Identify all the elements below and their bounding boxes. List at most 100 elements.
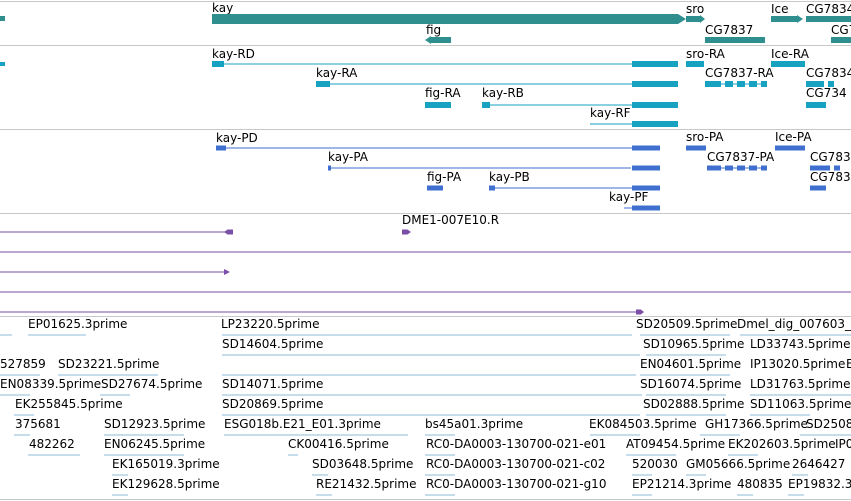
protein-ice-pa[interactable]: [775, 144, 805, 152]
transcript-cg7834-a[interactable]: [806, 80, 851, 88]
transcript-kay-rb[interactable]: [482, 101, 678, 109]
gene-label: sro: [686, 2, 705, 16]
clone-label: DME1-007E10.R: [402, 213, 500, 227]
protein-kay-pf[interactable]: [624, 204, 660, 212]
est-row-3-line[interactable]: [0, 372, 851, 378]
gene-arrow: [700, 15, 705, 23]
transcript-cg7837-ra[interactable]: [705, 80, 767, 88]
track-divider: [0, 1, 851, 2]
est-label: EK255845.5prime: [15, 397, 123, 411]
transcript-label: kay-RD: [212, 47, 255, 61]
track-divider: [0, 129, 851, 130]
clone-row-3[interactable]: [0, 248, 851, 256]
gene-arrow: [678, 14, 686, 24]
protein-fig-pa[interactable]: [427, 184, 443, 192]
est-label: SD14604.5prime: [222, 337, 324, 351]
est-label: CK00416.5prime: [288, 437, 389, 451]
est-label: RE21432.5prime: [316, 477, 417, 491]
transcript-label: fig-RA: [425, 86, 461, 100]
transcript-label: sro-RA: [686, 47, 725, 61]
est-label: SD11063.5prime: [750, 397, 851, 411]
est-label: Dmel_dig_007603_: [737, 318, 851, 331]
est-label: EK165019.3prime: [112, 457, 220, 471]
est-label: SD12923.5prime: [104, 417, 206, 431]
transcript-cg7834-b[interactable]: [806, 101, 851, 109]
est-row-8-line[interactable]: [0, 472, 851, 478]
protein-sro-pa[interactable]: [686, 144, 706, 152]
est-row-4-line[interactable]: [0, 392, 851, 398]
est-row-6-line[interactable]: [0, 432, 851, 438]
track-divider: [0, 316, 851, 317]
gene-label: CG7834: [806, 3, 851, 16]
protein-cg783-a[interactable]: [810, 164, 851, 172]
est-label: SD02888.5prime: [643, 397, 745, 411]
gene-kay-bar[interactable]: [212, 14, 678, 24]
est-label: 520030: [632, 457, 678, 471]
transcript-label: kay-RF: [590, 106, 631, 120]
est-label: 480835: [737, 477, 783, 491]
est-row-1-line[interactable]: [0, 332, 851, 338]
est-label: EN06245.5prime: [104, 437, 206, 451]
clone-row-6[interactable]: [0, 308, 644, 316]
transcript-ice-ra[interactable]: [771, 60, 805, 68]
gene-ice-bar[interactable]: [771, 16, 797, 22]
transcript-kay-rf[interactable]: [590, 120, 678, 128]
gene-cg7834-bar[interactable]: [806, 16, 851, 22]
est-label: EK129628.5prime: [112, 477, 220, 491]
transcript-kay-ra[interactable]: [316, 80, 678, 88]
est-label: SD03648.5prime: [312, 457, 414, 471]
est-label: IP13020.5prime: [750, 357, 846, 371]
protein-cg7837-pa[interactable]: [707, 164, 767, 172]
est-label: SD20869.5prime: [222, 397, 324, 411]
protein-label: kay-PB: [489, 170, 530, 184]
clone-row-4[interactable]: [0, 268, 230, 276]
protein-cg783-b[interactable]: [810, 184, 851, 192]
est-label: RC0-DA0003-130700-021-c02: [426, 457, 606, 471]
est-label: ESG018b.E21_E01.3prime: [224, 417, 381, 431]
protein-kay-pb[interactable]: [489, 184, 660, 192]
est-label: 527859: [0, 357, 46, 371]
protein-label: kay-PF: [609, 190, 649, 204]
track-divider: [0, 499, 851, 500]
est-row-5-line[interactable]: [0, 412, 851, 418]
est-label: EK202603.5prime: [728, 437, 836, 451]
est-label: 482262: [29, 437, 75, 451]
est-label: SD20509.5prime: [636, 317, 738, 331]
est-row-7-line[interactable]: [0, 452, 851, 458]
track-divider: [0, 45, 851, 46]
est-label: EP19832.3: [788, 478, 851, 491]
protein-label: CG783: [810, 151, 851, 164]
transcript-left-stub[interactable]: [0, 62, 5, 66]
transcript-kay-rd[interactable]: [212, 60, 678, 68]
gene-left-stub[interactable]: [0, 16, 5, 21]
transcript-label: kay-RB: [482, 86, 524, 100]
clone-row-5[interactable]: [0, 288, 851, 296]
gene-fig-bar[interactable]: [431, 37, 451, 43]
gene-cg7837-bar[interactable]: [705, 37, 765, 43]
clone-row-1[interactable]: [0, 228, 233, 236]
gene-label: CG7837: [705, 23, 754, 37]
est-label: EP21214.3prime: [632, 477, 732, 491]
est-row-2-line[interactable]: [0, 352, 851, 358]
gene-label: kay: [212, 1, 234, 15]
est-label: SD14071.5prime: [222, 377, 324, 391]
gene-cg7-bar[interactable]: [831, 37, 851, 43]
gene-sro-bar[interactable]: [686, 16, 700, 22]
est-label: LD31763.5prime: [750, 377, 851, 391]
est-row-9-line[interactable]: [0, 492, 851, 498]
protein-kay-pa[interactable]: [328, 164, 660, 172]
protein-label: kay-PD: [216, 131, 258, 145]
est-label: GM05666.5prime: [686, 457, 791, 471]
clone-dme1[interactable]: [402, 228, 412, 236]
est-label: LP23220.5prime: [221, 317, 320, 331]
protein-kay-pd[interactable]: [216, 144, 660, 152]
gene-label: Ice: [771, 2, 789, 16]
transcript-sro-ra[interactable]: [686, 60, 704, 68]
protein-label: CG783: [810, 171, 851, 184]
gene-label: fig: [426, 23, 442, 37]
transcript-fig-ra[interactable]: [425, 101, 451, 109]
est-label: SD16074.5prime: [640, 377, 742, 391]
est-label: GH17366.5prime: [705, 417, 808, 431]
track-divider: [0, 213, 851, 214]
